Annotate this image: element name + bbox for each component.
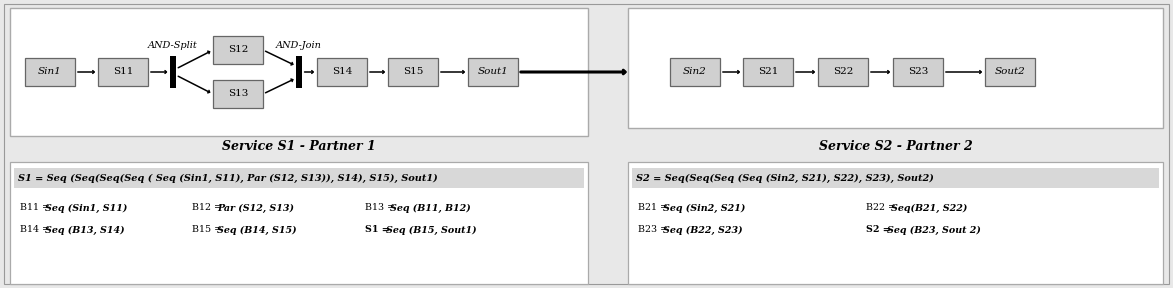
Text: S23: S23 [908, 67, 928, 77]
FancyBboxPatch shape [628, 162, 1162, 284]
Text: Seq (B11, B12): Seq (B11, B12) [391, 203, 470, 213]
Text: S12: S12 [228, 46, 249, 54]
Text: AND-Join: AND-Join [276, 41, 321, 50]
Text: Service S1 - Partner 1: Service S1 - Partner 1 [222, 139, 375, 153]
FancyBboxPatch shape [468, 58, 518, 86]
FancyBboxPatch shape [25, 58, 75, 86]
FancyBboxPatch shape [818, 58, 868, 86]
Text: S22: S22 [833, 67, 853, 77]
Text: B21 =: B21 = [638, 204, 671, 213]
Text: Seq (B14, S15): Seq (B14, S15) [217, 226, 297, 234]
Text: B23 =: B23 = [638, 226, 671, 234]
Text: S21: S21 [758, 67, 778, 77]
Text: B15 =: B15 = [192, 226, 225, 234]
FancyBboxPatch shape [632, 168, 1159, 188]
FancyBboxPatch shape [985, 58, 1035, 86]
Text: S13: S13 [228, 90, 249, 98]
Text: Seq(B21, S22): Seq(B21, S22) [891, 203, 968, 213]
FancyBboxPatch shape [213, 80, 263, 108]
Text: Sin1: Sin1 [39, 67, 62, 77]
Text: Sout1: Sout1 [477, 67, 508, 77]
Text: Seq (B13, S14): Seq (B13, S14) [46, 226, 124, 234]
Text: AND-Split: AND-Split [148, 41, 198, 50]
FancyBboxPatch shape [4, 4, 1169, 284]
Text: S14: S14 [332, 67, 352, 77]
FancyBboxPatch shape [11, 8, 588, 136]
FancyBboxPatch shape [11, 162, 588, 284]
FancyBboxPatch shape [628, 8, 1162, 128]
Text: S2 = Seq(Seq(Seq (Seq (Sin2, S21), S22), S23), Sout2): S2 = Seq(Seq(Seq (Seq (Sin2, S21), S22),… [636, 173, 934, 183]
Text: Seq (B22, S23): Seq (B22, S23) [663, 226, 743, 234]
Text: B22 =: B22 = [866, 204, 899, 213]
FancyBboxPatch shape [213, 36, 263, 64]
Text: S15: S15 [402, 67, 423, 77]
Text: Sin2: Sin2 [683, 67, 707, 77]
Text: B13 =: B13 = [365, 204, 398, 213]
Text: Seq (Sin2, S21): Seq (Sin2, S21) [663, 203, 746, 213]
Text: S11: S11 [113, 67, 134, 77]
Text: S1 = Seq (Seq(Seq(Seq ( Seq (Sin1, S11), Par (S12, S13)), S14), S15), Sout1): S1 = Seq (Seq(Seq(Seq ( Seq (Sin1, S11),… [18, 173, 438, 183]
Text: Sout2: Sout2 [995, 67, 1025, 77]
Text: B14 =: B14 = [20, 226, 53, 234]
FancyBboxPatch shape [317, 58, 367, 86]
FancyBboxPatch shape [297, 56, 301, 88]
Text: B12 =: B12 = [192, 204, 225, 213]
Text: Seq (B23, Sout 2): Seq (B23, Sout 2) [887, 226, 981, 234]
Text: S1 =: S1 = [365, 226, 393, 234]
FancyBboxPatch shape [743, 58, 793, 86]
FancyBboxPatch shape [670, 58, 720, 86]
Text: Seq (B15, Sout1): Seq (B15, Sout1) [386, 226, 476, 234]
Text: B11 =: B11 = [20, 204, 53, 213]
FancyBboxPatch shape [99, 58, 148, 86]
Text: Par (S12, S13): Par (S12, S13) [217, 203, 294, 213]
Text: Service S2 - Partner 2: Service S2 - Partner 2 [819, 139, 972, 153]
FancyBboxPatch shape [388, 58, 438, 86]
FancyBboxPatch shape [14, 168, 584, 188]
Text: Seq (Sin1, S11): Seq (Sin1, S11) [46, 203, 128, 213]
FancyBboxPatch shape [170, 56, 176, 88]
Text: S2 =: S2 = [866, 226, 894, 234]
FancyBboxPatch shape [893, 58, 943, 86]
